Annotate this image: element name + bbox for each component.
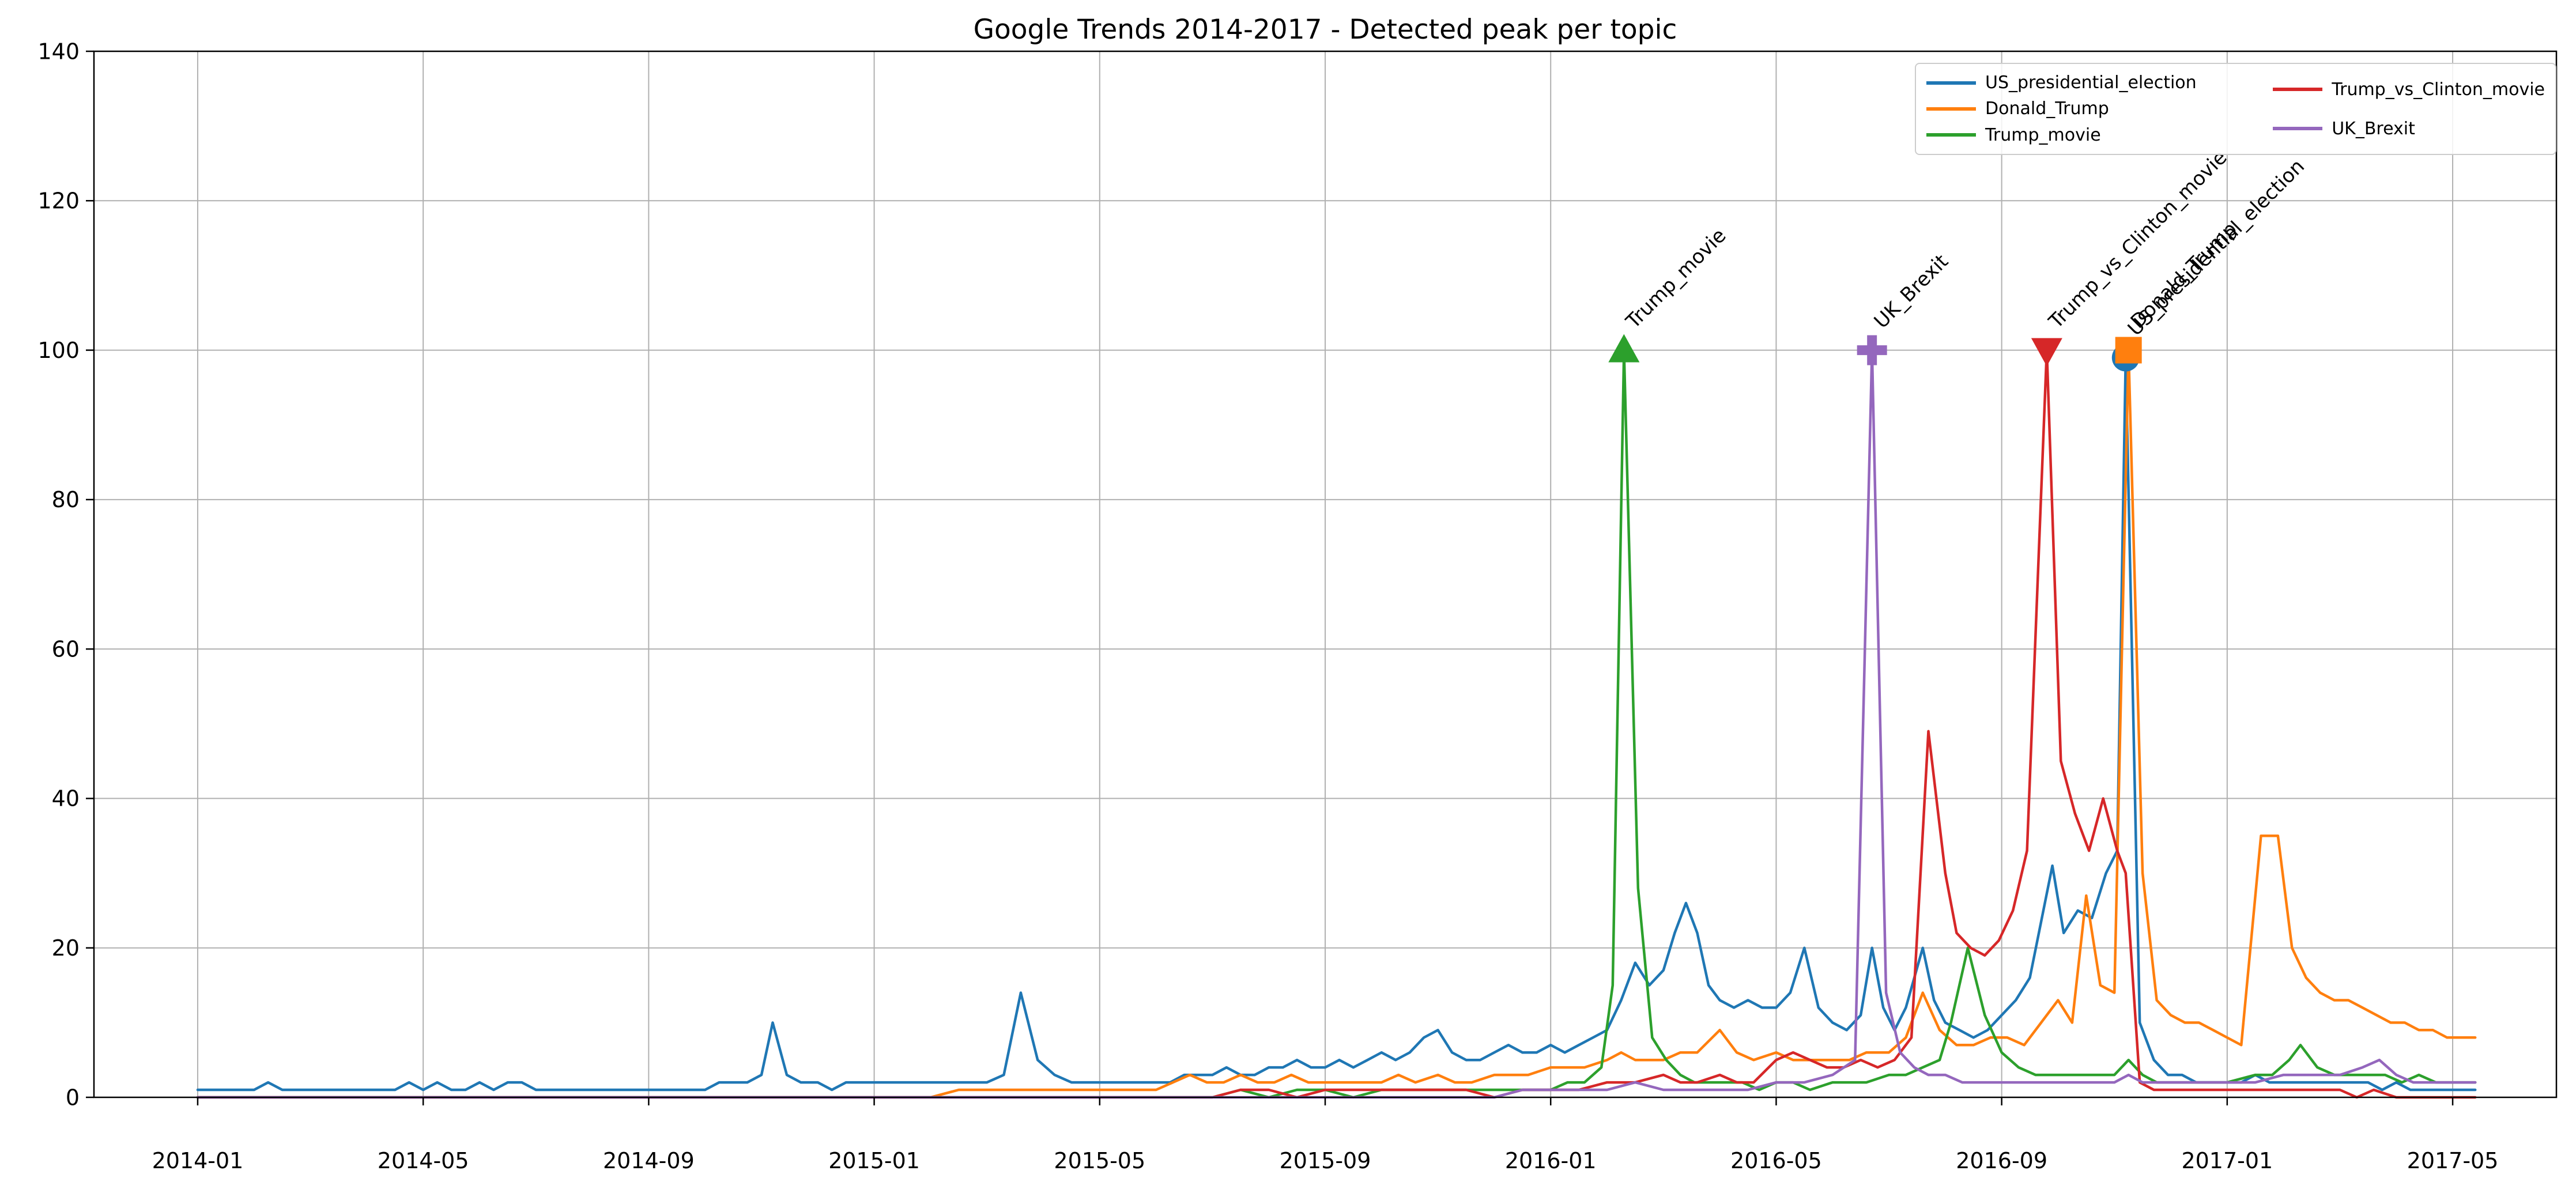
legend-entry-US_presidential_election: US_presidential_election xyxy=(1926,70,2273,96)
legend-label: US_presidential_election xyxy=(1985,73,2197,93)
y-tick-label: 100 xyxy=(37,338,80,363)
x-tick-label: 2016-09 xyxy=(1956,1148,2047,1173)
legend-line-swatch xyxy=(1926,133,1976,137)
peak-marker-triangle-up xyxy=(1608,334,1640,363)
legend-column-2: Trump_vs_Clinton_movie UK_Brexit xyxy=(2273,70,2545,148)
legend-entry-Donald_Trump: Donald_Trump xyxy=(1926,96,2273,122)
peak-annotation: Trump_movie xyxy=(1621,224,1731,334)
y-tick-label: 80 xyxy=(52,487,80,512)
legend-line-swatch xyxy=(2273,127,2323,130)
x-tick-label: 2014-05 xyxy=(378,1148,469,1173)
grid-lines xyxy=(94,51,2556,1098)
tick-marks xyxy=(86,50,2454,1105)
legend-entry-Trump_vs_Clinton_movie: Trump_vs_Clinton_movie xyxy=(2273,75,2545,103)
chart-title: Google Trends 2014-2017 - Detected peak … xyxy=(973,14,1677,46)
x-tick-label: 2017-01 xyxy=(2181,1148,2273,1173)
y-tick-label: 0 xyxy=(66,1085,80,1110)
x-tick-label: 2014-01 xyxy=(152,1148,244,1173)
series-line-US_presidential_election xyxy=(196,356,2477,1092)
legend-line-swatch xyxy=(1926,81,1976,85)
x-tick-label: 2014-09 xyxy=(603,1148,695,1173)
x-tick-label: 2015-09 xyxy=(1280,1148,1371,1173)
x-tick-label: 2016-05 xyxy=(1730,1148,1822,1173)
legend-entry-Trump_movie: Trump_movie xyxy=(1926,122,2273,148)
peak-annotation: UK_Brexit xyxy=(1870,250,1953,333)
x-tick-label: 2016-01 xyxy=(1505,1148,1597,1173)
peak-marker-triangle-down xyxy=(2031,338,2062,367)
legend-label: Donald_Trump xyxy=(1985,99,2109,119)
legend-label: Trump_movie xyxy=(1985,124,2101,145)
y-tick-label: 140 xyxy=(37,39,80,64)
y-tick-label: 20 xyxy=(52,935,80,961)
tick-labels: 2014-01 2014-05 2014-09 2015-01 2015-05 2015-… xyxy=(37,39,2498,1173)
y-tick-label: 120 xyxy=(37,188,80,214)
legend-entry-UK_Brexit: UK_Brexit xyxy=(2273,115,2545,142)
legend-line-swatch xyxy=(1926,107,1976,111)
legend-line-swatch xyxy=(2273,88,2323,91)
x-tick-label: 2017-05 xyxy=(2407,1148,2499,1173)
legend: US_presidential_election Donald_Trump Trum… xyxy=(1915,63,2556,155)
peak-marker-square xyxy=(2115,337,2142,364)
x-tick-label: 2015-05 xyxy=(1054,1148,1145,1173)
legend-column-1: US_presidential_election Donald_Trump Trum… xyxy=(1926,70,2273,148)
legend-label: Trump_vs_Clinton_movie xyxy=(2332,79,2545,100)
peak-markers: Trump_movie UK_Brexit Trump_vs_Clinton_mov… xyxy=(1608,146,2309,372)
x-tick-label: 2015-01 xyxy=(828,1148,920,1173)
y-tick-label: 40 xyxy=(52,786,80,811)
y-tick-label: 60 xyxy=(52,636,80,662)
legend-label: UK_Brexit xyxy=(2332,118,2415,139)
